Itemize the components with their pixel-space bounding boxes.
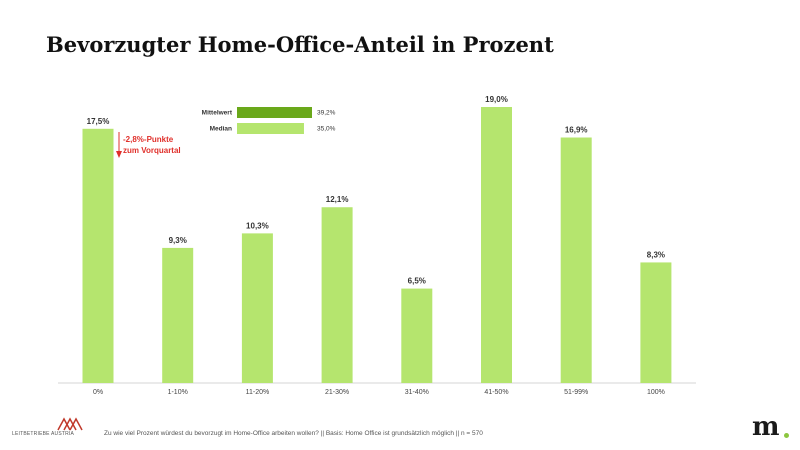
bar-1 (162, 247, 194, 383)
x-tick-label: 51-99% (564, 389, 588, 396)
bar-value-label: 12,1% (326, 195, 349, 204)
bar-3 (321, 207, 353, 383)
bar-value-label: 16,9% (565, 126, 588, 135)
x-tick-label: 41-50% (484, 389, 508, 396)
bar-5 (481, 107, 512, 383)
bar-7 (640, 262, 672, 383)
legend-value: 39,2% (317, 110, 336, 117)
footnote: Zu wie viel Prozent würdest du bevorzugt… (104, 430, 483, 437)
legend: Mittelwert 39,2% Median 35,0% (202, 107, 336, 134)
annotation-text: -2,8%-Punkte (123, 135, 174, 144)
logo-icon (57, 417, 83, 431)
bar-chart: 17,5% 0% 9,3% 1-10% 10,3% 11-20% 12,1% 21-30% 6,… (58, 95, 696, 396)
legend-bar-0 (237, 107, 312, 118)
bar-value-label: 19,0% (485, 95, 508, 104)
bar-value-label: 8,3% (647, 250, 665, 259)
brand-logo: m (752, 412, 780, 442)
legend-label: Mittelwert (202, 110, 233, 117)
bar-2 (241, 233, 273, 383)
x-tick-label: 21-30% (325, 389, 349, 396)
bars-group: 17,5% 0% 9,3% 1-10% 10,3% 11-20% 12,1% 21-30% 6,… (82, 95, 672, 396)
leitbetriebe-logo: LEITBETRIEBE AUSTRIA (12, 417, 98, 443)
change-annotation: -2,8%-Punkte zum Vorquartal (116, 132, 181, 158)
page-title: Bevorzugter Home-Office-Anteil in Prozen… (46, 32, 554, 57)
logo-text: LEITBETRIEBE AUSTRIA (12, 431, 75, 437)
x-tick-label: 0% (93, 389, 103, 396)
bar-value-label: 6,5% (408, 277, 426, 286)
x-tick-label: 100% (647, 389, 665, 396)
bar-0 (82, 128, 114, 383)
legend-label: Median (210, 126, 232, 133)
bar-6 (560, 137, 592, 383)
legend-bar-1 (237, 123, 304, 134)
x-tick-label: 1-10% (168, 389, 188, 396)
arrow-down-icon (116, 151, 122, 158)
x-tick-label: 31-40% (405, 389, 429, 396)
bar-4 (401, 288, 433, 383)
brand-logo-dot (784, 433, 789, 438)
bar-value-label: 17,5% (87, 117, 110, 126)
legend-value: 35,0% (317, 126, 336, 133)
annotation-text: zum Vorquartal (123, 146, 181, 155)
bar-value-label: 9,3% (169, 236, 187, 245)
x-tick-label: 11-20% (246, 389, 270, 396)
bar-value-label: 10,3% (246, 221, 269, 230)
